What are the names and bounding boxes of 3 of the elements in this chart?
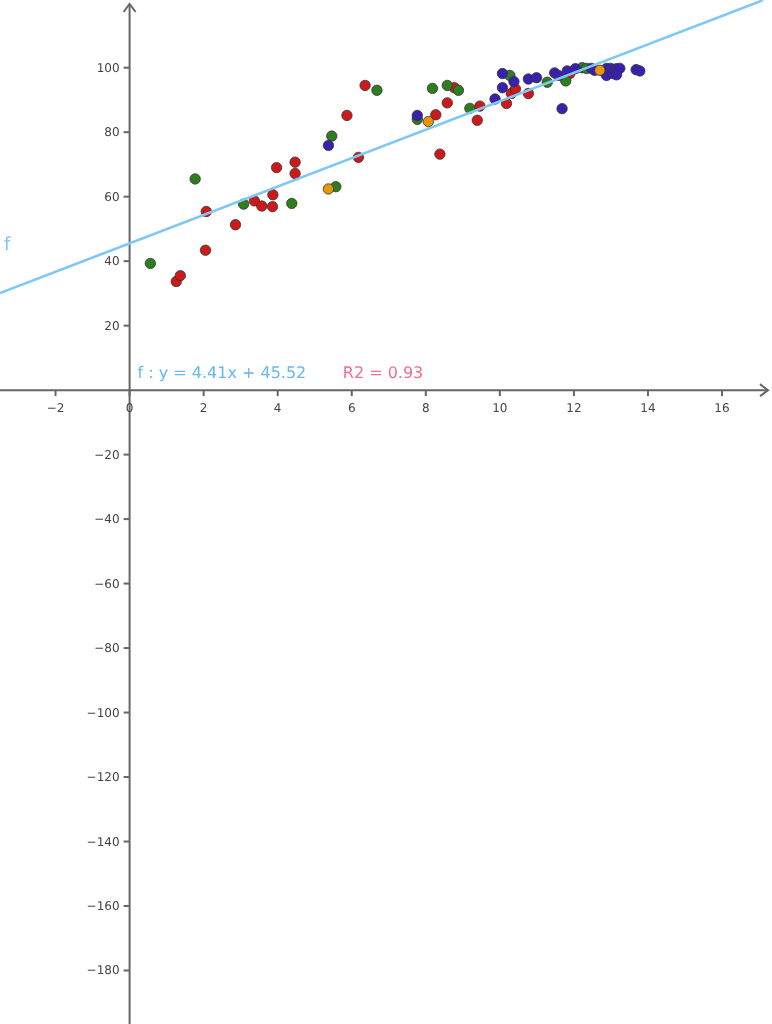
annotation: R2 = 0.93 (342, 364, 424, 383)
series-label: f (4, 235, 12, 256)
annotation: f : y = 4.41x + 45.52 (137, 364, 307, 383)
